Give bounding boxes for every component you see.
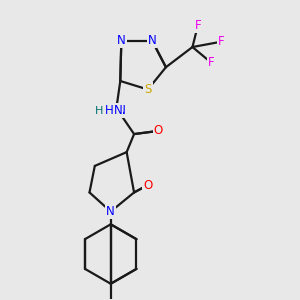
- Text: H-N: H-N: [105, 104, 127, 117]
- Text: H: H: [95, 106, 103, 116]
- Text: S: S: [144, 83, 152, 96]
- Text: N: N: [106, 205, 115, 218]
- Text: F: F: [218, 35, 224, 48]
- Text: N: N: [117, 34, 126, 47]
- Text: O: O: [154, 124, 163, 137]
- Text: O: O: [143, 178, 152, 191]
- Text: F: F: [208, 56, 215, 70]
- Text: F: F: [194, 19, 201, 32]
- Text: N: N: [148, 34, 157, 47]
- Text: N: N: [114, 104, 122, 117]
